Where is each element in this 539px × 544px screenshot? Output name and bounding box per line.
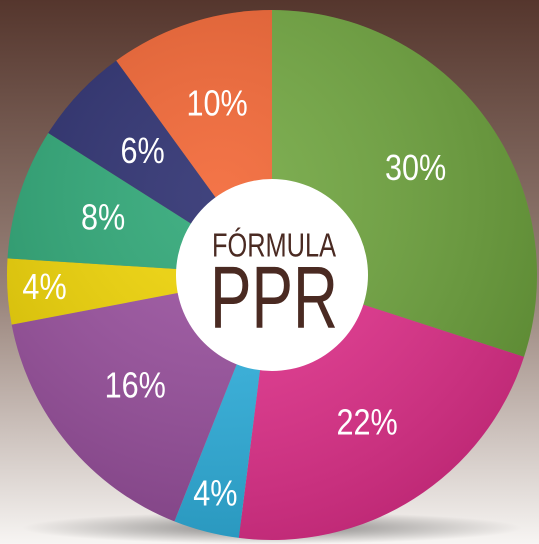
- slice-label: 16%: [105, 365, 166, 406]
- center-title: FÓRMULA: [212, 227, 336, 264]
- slice-label: 4%: [22, 266, 66, 307]
- slice-label: 30%: [385, 147, 446, 188]
- slice-label: 6%: [120, 130, 164, 171]
- slice-label: 8%: [81, 197, 125, 238]
- slice-label: 4%: [193, 472, 237, 513]
- labels: 30% 22% 4% 16% 4% 8% 6% 10%: [22, 83, 446, 514]
- center-subtitle: PPR: [210, 247, 338, 346]
- slice-label: 22%: [337, 401, 398, 442]
- center-circle: [176, 179, 368, 371]
- slice-label: 10%: [187, 83, 248, 124]
